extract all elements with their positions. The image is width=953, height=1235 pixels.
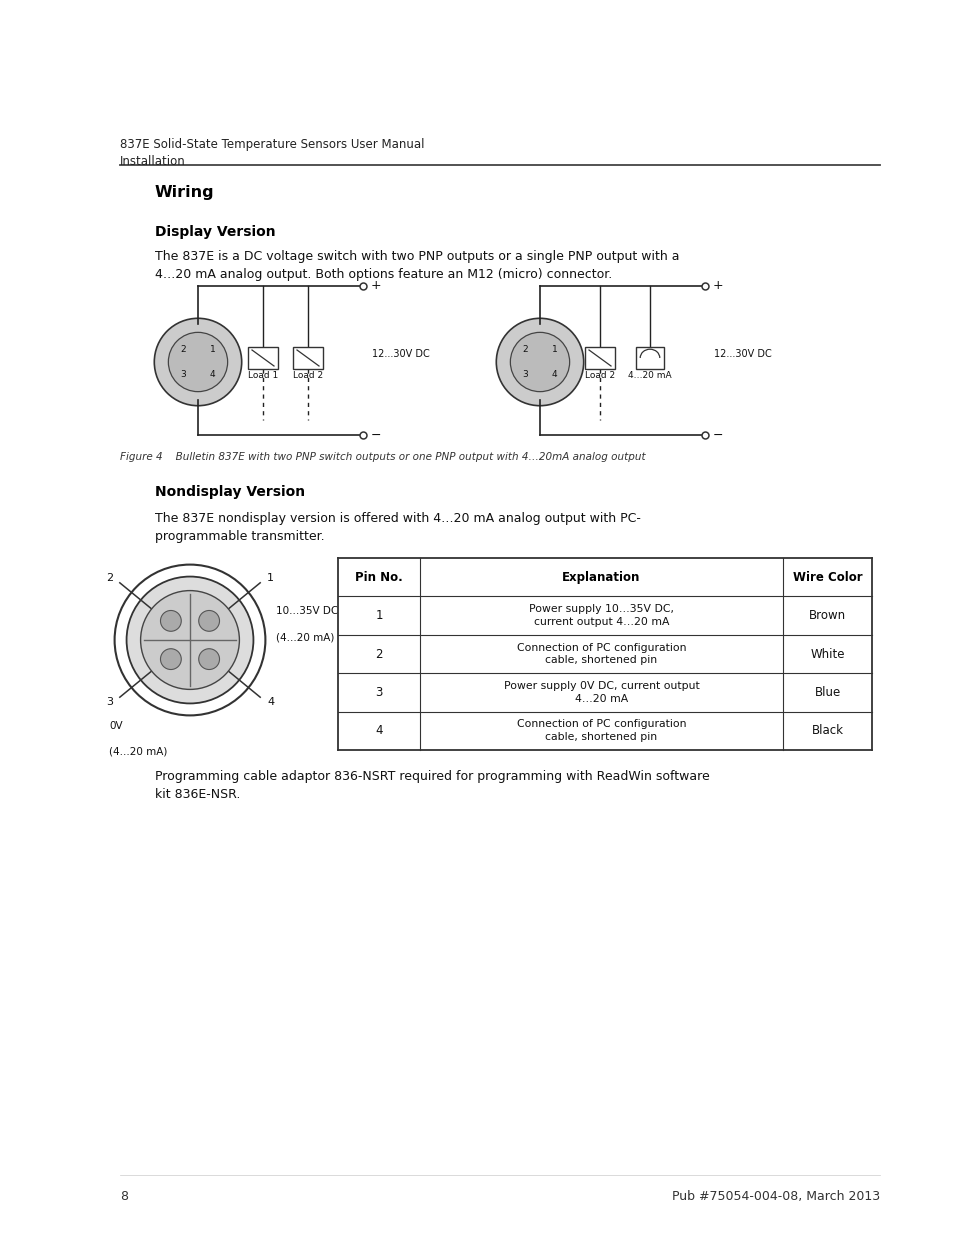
Text: 4: 4 bbox=[210, 369, 215, 379]
Text: 3: 3 bbox=[180, 369, 186, 379]
Text: 3: 3 bbox=[375, 685, 382, 699]
Circle shape bbox=[198, 610, 219, 631]
Text: Load 2: Load 2 bbox=[293, 370, 323, 380]
Text: 2: 2 bbox=[180, 346, 186, 354]
Text: Display Version: Display Version bbox=[154, 225, 275, 240]
Text: Installation: Installation bbox=[120, 156, 186, 168]
Circle shape bbox=[154, 319, 241, 406]
Text: −: − bbox=[371, 429, 381, 441]
Text: 0V: 0V bbox=[110, 721, 123, 731]
Bar bbox=[636, 347, 663, 369]
Text: 8: 8 bbox=[120, 1191, 128, 1203]
Circle shape bbox=[160, 648, 181, 669]
Bar bbox=[293, 347, 323, 369]
Text: 10...35V DC: 10...35V DC bbox=[275, 606, 337, 616]
Circle shape bbox=[496, 319, 583, 406]
Text: The 837E nondisplay version is offered with 4…20 mA analog output with PC-
progr: The 837E nondisplay version is offered w… bbox=[154, 513, 640, 543]
Text: Wire Color: Wire Color bbox=[792, 571, 862, 584]
Circle shape bbox=[168, 332, 228, 391]
Text: 1: 1 bbox=[551, 346, 557, 354]
Text: Connection of PC configuration
cable, shortened pin: Connection of PC configuration cable, sh… bbox=[517, 642, 685, 666]
Text: 1: 1 bbox=[267, 573, 274, 583]
Text: Pin No.: Pin No. bbox=[355, 571, 402, 584]
Text: 3: 3 bbox=[106, 698, 112, 708]
Text: 3: 3 bbox=[522, 369, 528, 379]
Text: Power supply 0V DC, current output
4…20 mA: Power supply 0V DC, current output 4…20 … bbox=[503, 680, 699, 704]
Text: 4…20 mA: 4…20 mA bbox=[627, 370, 671, 380]
Bar bbox=[248, 347, 277, 369]
Text: 12...30V DC: 12...30V DC bbox=[713, 350, 771, 359]
Text: Programming cable adaptor 836-NSRT required for programming with ReadWin softwar: Programming cable adaptor 836-NSRT requi… bbox=[154, 769, 709, 802]
Text: 1: 1 bbox=[210, 346, 215, 354]
Text: Load 1: Load 1 bbox=[248, 370, 278, 380]
Text: 837E Solid-State Temperature Sensors User Manual: 837E Solid-State Temperature Sensors Use… bbox=[120, 138, 424, 151]
Text: Load 2: Load 2 bbox=[584, 370, 615, 380]
Text: Pub #75054-004-08, March 2013: Pub #75054-004-08, March 2013 bbox=[671, 1191, 879, 1203]
Text: The 837E is a DC voltage switch with two PNP outputs or a single PNP output with: The 837E is a DC voltage switch with two… bbox=[154, 249, 679, 282]
Text: +: + bbox=[712, 279, 723, 293]
Text: 2: 2 bbox=[106, 573, 112, 583]
Text: 4: 4 bbox=[551, 369, 557, 379]
Text: White: White bbox=[809, 647, 843, 661]
Text: −: − bbox=[712, 429, 722, 441]
Circle shape bbox=[510, 332, 569, 391]
Text: Explanation: Explanation bbox=[561, 571, 640, 584]
Text: 1: 1 bbox=[375, 609, 382, 622]
Text: Brown: Brown bbox=[808, 609, 845, 622]
Circle shape bbox=[114, 564, 265, 715]
Text: 4: 4 bbox=[375, 724, 382, 737]
Text: 2: 2 bbox=[375, 647, 382, 661]
Circle shape bbox=[140, 590, 239, 689]
Text: 2: 2 bbox=[522, 346, 528, 354]
Text: Power supply 10…35V DC,
current output 4…20 mA: Power supply 10…35V DC, current output 4… bbox=[529, 604, 673, 627]
Text: 12...30V DC: 12...30V DC bbox=[372, 350, 429, 359]
Text: Blue: Blue bbox=[814, 685, 840, 699]
Text: 4: 4 bbox=[267, 698, 274, 708]
Text: Connection of PC configuration
cable, shortened pin: Connection of PC configuration cable, sh… bbox=[517, 720, 685, 742]
Bar bbox=[584, 347, 615, 369]
Text: +: + bbox=[371, 279, 381, 293]
Circle shape bbox=[127, 577, 253, 704]
Text: (4...20 mA): (4...20 mA) bbox=[110, 747, 168, 757]
Text: Figure 4    Bulletin 837E with two PNP switch outputs or one PNP output with 4…2: Figure 4 Bulletin 837E with two PNP swit… bbox=[120, 452, 645, 462]
Text: Black: Black bbox=[811, 724, 842, 737]
Text: (4...20 mA): (4...20 mA) bbox=[275, 632, 334, 642]
Text: Nondisplay Version: Nondisplay Version bbox=[154, 485, 305, 499]
Text: Wiring: Wiring bbox=[154, 185, 214, 200]
Circle shape bbox=[160, 610, 181, 631]
Circle shape bbox=[198, 648, 219, 669]
